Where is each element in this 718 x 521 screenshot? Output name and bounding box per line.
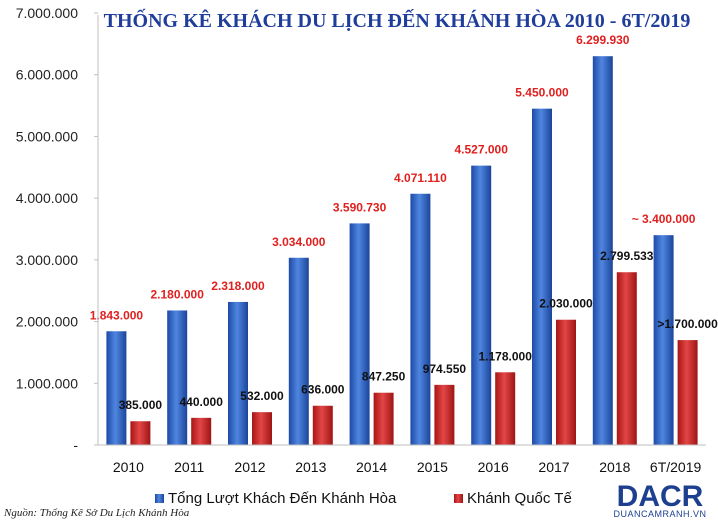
data-label-intl: 2.030.000 [539,297,593,311]
data-label-total: 3.590.730 [333,200,387,214]
y-tick-label: 7.000.000 [16,5,78,21]
bars: 1.843.000 385.000 2.180.000 440.000 2.318.00… [90,33,718,446]
data-label-intl: 1.178.000 [479,349,533,363]
bar-total [349,223,370,445]
chart-title: THỐNG KÊ KHÁCH DU LỊCH ĐẾN KHÁNH HÒA 201… [104,8,691,32]
legend-swatch-intl [454,494,463,503]
x-tick-label: 2012 [234,459,265,475]
bar-intl [312,405,333,445]
x-tick-label: 2017 [538,459,569,475]
bar-total [410,193,431,445]
y-tick-label: 4.000.000 [16,190,78,206]
logo-sub: DUANCAMRANH.VN [613,509,706,519]
y-axis: - 1.000.000 2.000.000 3.000.000 4.000.000 5.0… [16,5,98,453]
source-note: Nguồn: Thống Kê Sở Du Lịch Khánh Hòa [3,507,190,519]
y-tick-label: 6.000.000 [16,67,78,83]
y-tick-label: 5.000.000 [16,128,78,144]
bar-total [167,310,188,445]
data-label-total: 5.450.000 [515,86,569,100]
x-tick-label: 2015 [417,459,448,475]
data-label-total: 6.299.930 [576,33,630,47]
x-tick-label: 2011 [174,459,204,475]
bar-intl [373,392,394,445]
y-tick-label: 2.000.000 [16,314,78,330]
bar-intl [677,340,698,445]
legend-swatch-total [155,494,164,503]
legend: Tổng Lượt Khách Đến Khánh Hòa Khánh Quốc… [155,490,572,507]
data-label-total: 1.843.000 [90,308,144,322]
x-tick-label: 2013 [295,459,326,475]
data-label-intl: 385.000 [119,398,163,412]
data-label-intl: 974.550 [423,362,467,376]
bar-total [592,56,613,446]
bar-intl [130,421,151,445]
y-tick-label: 1.000.000 [16,375,78,391]
bar-intl [616,272,637,445]
x-tick-label: 2018 [599,459,630,475]
x-tick-label: 2010 [113,459,144,475]
bar-total [532,108,552,446]
y-tick-label: 3.000.000 [16,252,78,268]
data-label-total: 3.034.000 [272,235,326,249]
bar-intl [191,417,212,445]
bar-intl [252,412,272,445]
bar-total [228,301,248,445]
bar-intl [434,384,455,445]
x-tick-label: 2016 [478,459,509,475]
logo-main: DACR [617,480,704,513]
bar-total [288,257,309,445]
bar-total [106,331,127,445]
bar-total [471,165,492,445]
data-label-intl: 440.000 [180,395,224,409]
data-label-total: 2.180.000 [151,287,205,301]
bar-intl [495,372,516,445]
data-label-total: 4.527.000 [455,143,509,157]
data-label-intl: 636.000 [301,383,345,397]
legend-label-intl: Khánh Quốc Tế [467,490,572,507]
x-axis: 2010 2011 2012 2013 2014 2015 2016 2017 2018 6T/2… [113,459,702,475]
data-label-intl: 847.250 [362,370,406,384]
legend-label-total: Tổng Lượt Khách Đến Khánh Hòa [168,490,397,507]
x-tick-label: 2014 [356,459,387,475]
data-label-total: ~ 3.400.000 [632,212,696,226]
logo: DACR DUANCAMRANH.VN [613,480,706,519]
data-label-total: 4.071.110 [394,171,447,185]
x-tick-label: 6T/2019 [650,459,702,475]
y-tick-label: - [73,437,78,453]
data-label-intl: >1.700.000 [657,317,718,331]
data-label-total: 2.318.000 [211,279,265,293]
bar-total [653,235,674,445]
data-label-intl: 2.799.533 [600,249,654,263]
data-label-intl: 532.000 [240,389,284,403]
bar-intl [556,319,576,445]
